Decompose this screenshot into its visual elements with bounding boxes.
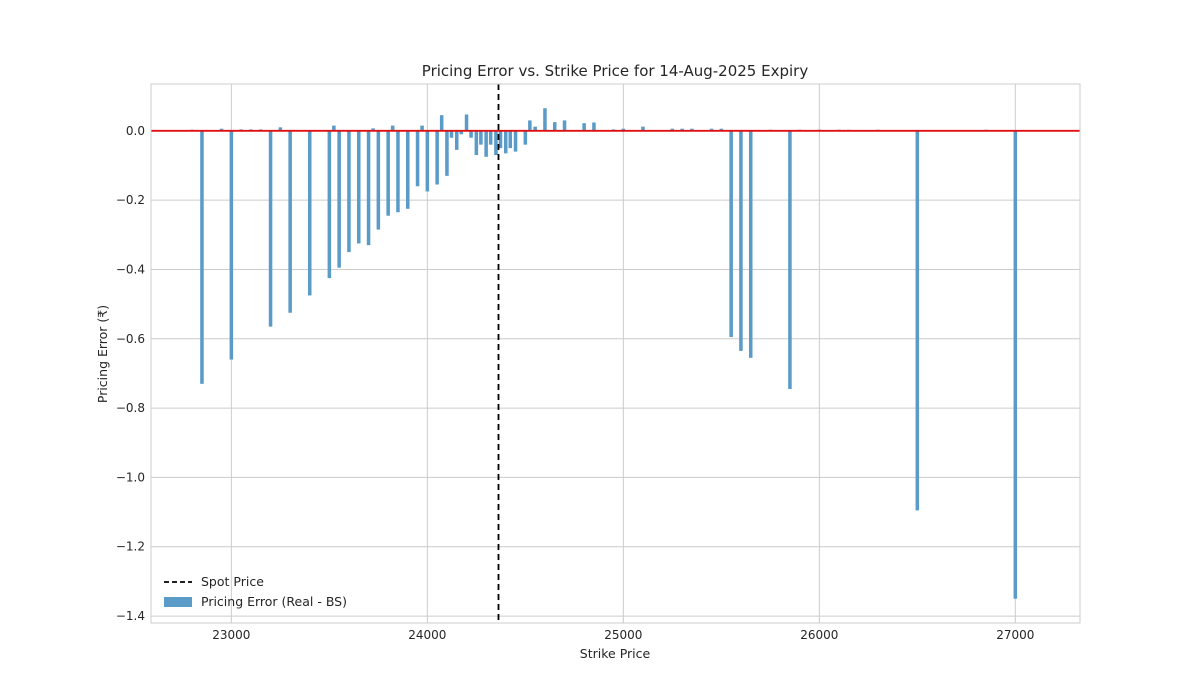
- grid-layer: [151, 84, 1080, 623]
- error-bar: [680, 128, 684, 131]
- error-bar: [533, 126, 537, 131]
- y-tick-label: −0.6: [116, 332, 145, 346]
- error-bar: [748, 130, 753, 358]
- error-bar: [739, 130, 743, 351]
- error-bar: [592, 122, 596, 131]
- error-bar: [219, 128, 224, 131]
- error-bar: [405, 130, 410, 209]
- error-bar: [543, 108, 547, 131]
- error-bar: [503, 130, 508, 154]
- error-bar: [415, 130, 420, 187]
- error-bar: [562, 120, 567, 131]
- error-bar: [641, 126, 645, 131]
- error-bar: [494, 130, 498, 156]
- error-bar: [278, 127, 283, 131]
- error-bar: [445, 130, 449, 176]
- error-bar: [788, 130, 792, 390]
- error-bar-secondary: [332, 125, 336, 131]
- error-bar-secondary: [459, 130, 464, 135]
- error-bar: [1013, 130, 1018, 599]
- error-bar-secondary: [528, 120, 532, 131]
- error-bar: [386, 130, 390, 216]
- legend-error-swatch: [164, 597, 192, 607]
- error-bar: [670, 128, 675, 131]
- error-bar: [690, 128, 694, 131]
- y-tick-label: −0.2: [116, 193, 145, 207]
- y-tick-label: −0.8: [116, 401, 145, 415]
- y-tick-label: 0.0: [126, 124, 145, 138]
- error-bar: [523, 130, 528, 145]
- error-bar-secondary: [371, 128, 375, 131]
- legend-error-label: Pricing Error (Real - BS): [201, 594, 347, 609]
- x-tick-label: 23000: [212, 628, 250, 642]
- error-bar-secondary: [420, 125, 424, 131]
- error-bar: [454, 130, 459, 150]
- x-tick-label: 24000: [408, 628, 446, 642]
- error-bar: [347, 130, 351, 253]
- error-bar: [356, 130, 361, 244]
- error-bar: [268, 130, 273, 327]
- error-bar: [513, 130, 518, 152]
- error-bar: [435, 130, 439, 185]
- error-bar: [288, 130, 292, 313]
- y-tick-label: −1.4: [116, 609, 145, 623]
- error-bar: [425, 130, 430, 192]
- line-layer: [151, 84, 1080, 623]
- error-bar: [464, 114, 469, 131]
- error-bar: [915, 130, 920, 511]
- error-bar-secondary: [449, 130, 454, 138]
- error-bar-secondary: [479, 130, 483, 145]
- error-bar: [327, 130, 332, 279]
- bar-layer: [190, 108, 1018, 599]
- error-bar: [396, 130, 400, 213]
- x-tick-label: 26000: [800, 628, 838, 642]
- error-bar-secondary: [508, 130, 513, 149]
- error-bar: [200, 130, 204, 384]
- error-bar: [474, 130, 479, 156]
- error-bar: [582, 123, 586, 131]
- plot-background: [151, 84, 1080, 623]
- error-bar-secondary: [488, 130, 493, 145]
- error-bar: [719, 128, 724, 131]
- error-bar: [307, 130, 312, 296]
- error-bar: [376, 130, 381, 230]
- plot-frame: [150, 83, 1081, 624]
- y-tick-label: −0.4: [116, 262, 145, 276]
- error-bar: [729, 130, 733, 338]
- error-bar: [337, 130, 341, 268]
- error-bar: [229, 130, 234, 360]
- x-tick-label: 25000: [604, 628, 642, 642]
- y-tick-label: −1.2: [116, 540, 145, 554]
- error-bar: [366, 130, 371, 246]
- error-bar: [552, 122, 557, 131]
- legend-spot-label: Spot Price: [201, 574, 264, 589]
- chart-title: Pricing Error vs. Strike Price for 14-Au…: [422, 62, 809, 80]
- error-bar-secondary: [498, 130, 503, 149]
- error-bar-secondary: [439, 115, 444, 131]
- error-bar-secondary: [390, 125, 395, 131]
- error-bar: [709, 128, 714, 131]
- y-tick-label: −1.0: [116, 470, 145, 484]
- error-bar-secondary: [469, 130, 473, 138]
- legend: Spot Price Pricing Error (Real - BS): [164, 574, 347, 609]
- x-axis-label: Strike Price: [580, 646, 651, 661]
- error-bar: [621, 128, 626, 131]
- error-bar: [484, 130, 488, 157]
- y-axis-label: Pricing Error (₹): [95, 305, 110, 403]
- x-tick-label: 27000: [996, 628, 1034, 642]
- tick-layer: 23000 24000 25000 26000 27000 0.0 −0.2 −0.4 −0.6…: [116, 124, 1035, 642]
